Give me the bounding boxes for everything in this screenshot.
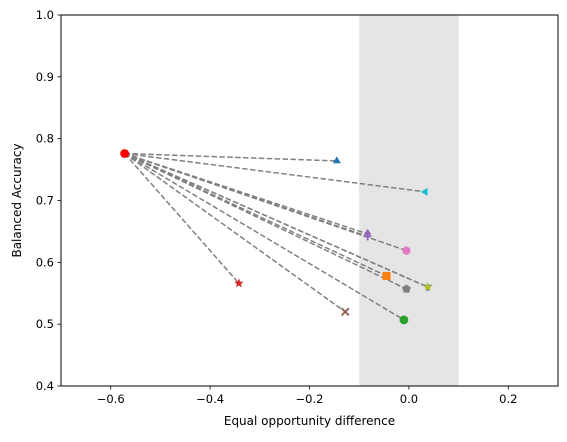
y-tick-label: 0.8: [36, 132, 54, 146]
y-tick-label: 0.4: [36, 379, 54, 393]
y-axis-label: Balanced Accuracy: [10, 143, 24, 257]
data-point: [234, 278, 244, 288]
connector-line: [124, 152, 346, 313]
connector-line: [124, 152, 405, 321]
data-point: [363, 232, 372, 241]
data-point: [402, 284, 411, 293]
connector-lines: [124, 152, 429, 321]
x-tick-label: 0.2: [499, 392, 517, 406]
connector-line: [124, 152, 426, 193]
connector-line: [124, 152, 407, 252]
x-axis-label: Equal opportunity difference: [224, 414, 395, 428]
y-tick-label: 0.7: [36, 194, 54, 208]
data-point: [420, 187, 428, 196]
x-tick-label: 0.0: [400, 392, 418, 406]
connector-line: [124, 152, 407, 290]
data-point: [341, 307, 350, 317]
y-tick-label: 1.0: [36, 8, 54, 22]
shaded-band: [359, 15, 459, 386]
x-tick-label: −0.6: [97, 392, 125, 406]
data-markers: [120, 149, 433, 325]
connector-line: [124, 152, 337, 162]
y-axis-ticks: 0.4 0.5 0.6 0.7 0.8 0.9 1.0: [36, 8, 61, 393]
x-axis-ticks: −0.6 −0.4 −0.2 0.0 0.2: [97, 386, 517, 406]
y-tick-label: 0.9: [36, 70, 54, 84]
y-tick-label: 0.5: [36, 317, 54, 331]
y-tick-label: 0.6: [36, 255, 54, 269]
data-point: [399, 315, 409, 325]
baseline-point: [120, 149, 130, 158]
data-point: [332, 156, 341, 164]
x-tick-label: −0.4: [196, 392, 224, 406]
data-point: [402, 246, 411, 256]
connector-line: [124, 153, 240, 284]
data-point: [423, 282, 433, 292]
data-point: [382, 271, 391, 280]
x-tick-label: −0.2: [296, 392, 324, 406]
